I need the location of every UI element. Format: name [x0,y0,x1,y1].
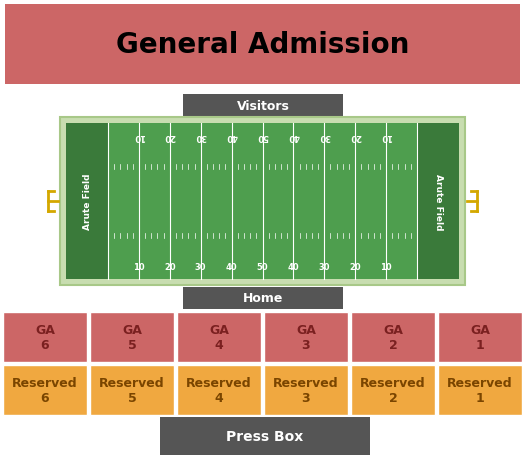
Text: 30: 30 [319,131,330,140]
Text: GA
4: GA 4 [209,323,229,351]
Text: 30: 30 [319,263,330,272]
Text: General Admission: General Admission [116,31,409,59]
Text: Home: Home [243,292,283,305]
Text: 20: 20 [350,131,361,140]
Text: 10: 10 [133,263,145,272]
FancyBboxPatch shape [66,124,108,280]
FancyBboxPatch shape [108,124,417,280]
FancyBboxPatch shape [183,287,343,309]
Text: GA
1: GA 1 [470,323,490,351]
FancyBboxPatch shape [90,365,174,415]
FancyBboxPatch shape [264,365,348,415]
Text: Reserved
6: Reserved 6 [12,376,78,404]
Text: 50: 50 [257,131,268,140]
Text: Arute Field: Arute Field [434,174,443,230]
Text: Reserved
5: Reserved 5 [99,376,165,404]
Text: 30: 30 [195,263,206,272]
FancyBboxPatch shape [3,312,87,362]
FancyBboxPatch shape [5,5,520,85]
FancyBboxPatch shape [177,312,261,362]
Text: Reserved
4: Reserved 4 [186,376,252,404]
Text: Reserved
1: Reserved 1 [447,376,513,404]
Text: Arute Field: Arute Field [82,174,91,230]
FancyBboxPatch shape [3,365,87,415]
Text: 40: 40 [288,263,299,272]
Text: Press Box: Press Box [226,429,303,443]
FancyBboxPatch shape [438,312,522,362]
FancyBboxPatch shape [351,312,435,362]
Text: 40: 40 [226,131,237,140]
Text: GA
5: GA 5 [122,323,142,351]
FancyBboxPatch shape [60,118,465,285]
Text: 10: 10 [380,131,392,140]
Text: GA
2: GA 2 [383,323,403,351]
FancyBboxPatch shape [438,365,522,415]
FancyBboxPatch shape [351,365,435,415]
Text: Reserved
2: Reserved 2 [360,376,426,404]
Text: 50: 50 [257,263,268,272]
FancyBboxPatch shape [183,95,343,117]
Text: GA
6: GA 6 [35,323,55,351]
Text: 10: 10 [133,131,145,140]
Text: 30: 30 [195,131,206,140]
Text: 40: 40 [288,131,299,140]
FancyBboxPatch shape [90,312,174,362]
FancyBboxPatch shape [264,312,348,362]
Text: 10: 10 [380,263,392,272]
Text: 20: 20 [350,263,361,272]
Text: GA
3: GA 3 [296,323,316,351]
FancyBboxPatch shape [417,124,459,280]
FancyBboxPatch shape [160,417,370,455]
Text: Reserved
3: Reserved 3 [273,376,339,404]
Text: Visitors: Visitors [237,99,289,112]
Text: 20: 20 [164,263,175,272]
Text: 20: 20 [164,131,175,140]
Text: 40: 40 [226,263,237,272]
FancyBboxPatch shape [177,365,261,415]
